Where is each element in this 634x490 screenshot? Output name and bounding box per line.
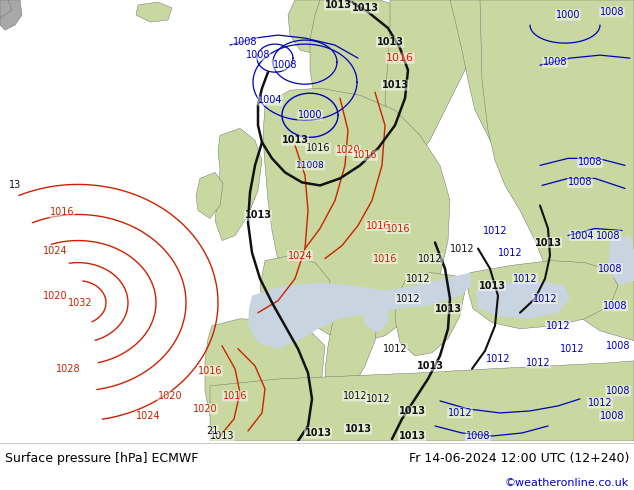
Polygon shape (385, 0, 480, 160)
Text: 1008: 1008 (246, 50, 270, 60)
Text: 1016: 1016 (353, 150, 377, 160)
Text: 1012: 1012 (533, 294, 557, 304)
Text: 1012: 1012 (396, 294, 420, 304)
Text: 1016: 1016 (306, 144, 330, 153)
Polygon shape (362, 291, 390, 333)
Text: 1012: 1012 (448, 408, 472, 418)
Text: 1013: 1013 (377, 37, 403, 47)
Polygon shape (215, 128, 262, 241)
Text: 1008: 1008 (543, 57, 567, 67)
Text: 1008: 1008 (466, 431, 490, 441)
Text: Fr 14-06-2024 12:00 UTC (12+240): Fr 14-06-2024 12:00 UTC (12+240) (408, 452, 629, 465)
Text: 1012: 1012 (498, 247, 522, 258)
Text: 1000: 1000 (556, 10, 580, 20)
Text: 1013: 1013 (479, 281, 505, 291)
Polygon shape (325, 293, 378, 406)
Text: Surface pressure [hPa] ECMWF: Surface pressure [hPa] ECMWF (5, 452, 198, 465)
Text: 1020: 1020 (158, 391, 183, 401)
Text: 1012: 1012 (383, 344, 407, 354)
Text: 1020: 1020 (335, 146, 360, 155)
Text: 1012: 1012 (526, 358, 550, 368)
Text: 1024: 1024 (42, 245, 67, 256)
Polygon shape (450, 0, 634, 200)
Text: 1020: 1020 (42, 291, 67, 301)
Polygon shape (395, 272, 465, 356)
Text: 1008: 1008 (598, 264, 622, 273)
Text: 1013: 1013 (399, 431, 425, 441)
Text: 1028: 1028 (56, 364, 81, 374)
Text: 1013: 1013 (382, 80, 408, 90)
Polygon shape (480, 0, 634, 341)
Text: 1012: 1012 (513, 273, 537, 284)
Text: 1013: 1013 (434, 304, 462, 314)
Polygon shape (0, 0, 22, 30)
Text: 1013: 1013 (281, 135, 309, 146)
Text: 1012: 1012 (343, 391, 367, 401)
Text: 1016: 1016 (49, 207, 74, 218)
Text: 1012: 1012 (560, 344, 585, 354)
Text: 1008: 1008 (605, 386, 630, 396)
Text: 1013: 1013 (304, 428, 332, 438)
Text: 1020: 1020 (193, 404, 217, 414)
Text: 1012: 1012 (486, 354, 510, 364)
Text: 1016: 1016 (223, 391, 247, 401)
Text: 1016: 1016 (198, 366, 223, 376)
Polygon shape (210, 361, 634, 441)
Text: 1008: 1008 (605, 341, 630, 351)
Text: 1012: 1012 (482, 225, 507, 236)
Text: 13: 13 (9, 180, 21, 191)
Text: 1032: 1032 (68, 298, 93, 308)
Text: 1012: 1012 (418, 254, 443, 264)
Text: 1013: 1013 (534, 238, 562, 247)
Text: 1008: 1008 (568, 177, 592, 187)
Text: 1008: 1008 (596, 230, 620, 241)
Polygon shape (205, 318, 325, 433)
Text: 1013: 1013 (399, 406, 425, 416)
Text: 1008: 1008 (600, 7, 624, 17)
Text: 11008: 11008 (295, 161, 325, 170)
Text: 1012: 1012 (546, 321, 571, 331)
Text: ©weatheronline.co.uk: ©weatheronline.co.uk (505, 478, 629, 488)
Text: 1012: 1012 (588, 398, 612, 408)
Polygon shape (288, 0, 360, 55)
Text: 1004: 1004 (570, 230, 594, 241)
Text: 1000: 1000 (298, 110, 322, 120)
Text: 1016: 1016 (386, 53, 414, 63)
Text: 1008: 1008 (600, 411, 624, 421)
Text: 1012: 1012 (366, 394, 391, 404)
Text: 1024: 1024 (288, 250, 313, 261)
Text: 1012: 1012 (406, 273, 430, 284)
Text: 1013: 1013 (417, 361, 444, 371)
Text: 1004: 1004 (258, 95, 282, 105)
Polygon shape (608, 236, 634, 286)
Text: 1008: 1008 (578, 157, 602, 168)
Polygon shape (468, 261, 618, 329)
Text: 1008: 1008 (603, 301, 627, 311)
Text: 1024: 1024 (136, 411, 160, 421)
Text: 1013: 1013 (245, 211, 271, 220)
Text: 1016: 1016 (366, 220, 391, 230)
Polygon shape (196, 172, 223, 219)
Polygon shape (0, 0, 12, 18)
Text: 1012: 1012 (450, 244, 474, 253)
Text: 1013: 1013 (325, 0, 351, 10)
Text: 1008: 1008 (273, 60, 297, 70)
Text: 1013: 1013 (351, 3, 378, 13)
Text: 1013: 1013 (344, 424, 372, 434)
Polygon shape (136, 2, 172, 22)
Text: 1008: 1008 (233, 37, 257, 47)
Polygon shape (310, 0, 425, 180)
Polygon shape (263, 88, 450, 343)
Text: 1016: 1016 (385, 223, 410, 234)
Polygon shape (476, 281, 570, 318)
Text: 21: 21 (206, 426, 218, 436)
Polygon shape (260, 256, 330, 326)
Polygon shape (248, 272, 472, 349)
Text: 1013: 1013 (210, 431, 234, 441)
Text: 1016: 1016 (373, 254, 398, 264)
